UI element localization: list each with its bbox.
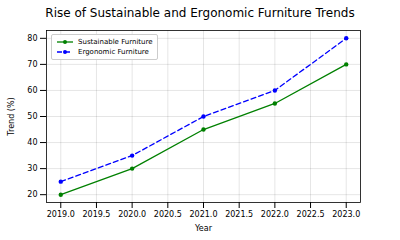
html-text:Sustainable Furniture: Sustainable Furniture [78,38,153,46]
svg-text:2019.0: 2019.0 [47,210,75,219]
svg-text:2020.5: 2020.5 [154,210,182,219]
svg-text:Year: Year [194,224,213,233]
svg-text:2021.0: 2021.0 [190,210,218,219]
svg-text:20: 20 [27,190,37,199]
svg-text:2022.0: 2022.0 [261,210,289,219]
svg-text:2023.0: 2023.0 [332,210,360,219]
svg-text:80: 80 [27,34,37,43]
html-text:Rise of Sustainable and Ergono: Rise of Sustainable and Ergonomic Furnit… [45,6,355,20]
svg-text:70: 70 [27,60,37,69]
svg-text:30: 30 [27,164,37,173]
svg-text:Trend (%): Trend (%) [7,97,16,136]
svg-text:2021.5: 2021.5 [225,210,253,219]
svg-text:2019.5: 2019.5 [82,210,110,219]
svg-text:50: 50 [27,112,37,121]
svg-text:40: 40 [27,138,37,147]
svg-text:2020.0: 2020.0 [118,210,146,219]
svg-text:2022.5: 2022.5 [297,210,325,219]
svg-text:60: 60 [27,86,37,95]
html-text:Ergonomic Furniture: Ergonomic Furniture [78,48,149,56]
